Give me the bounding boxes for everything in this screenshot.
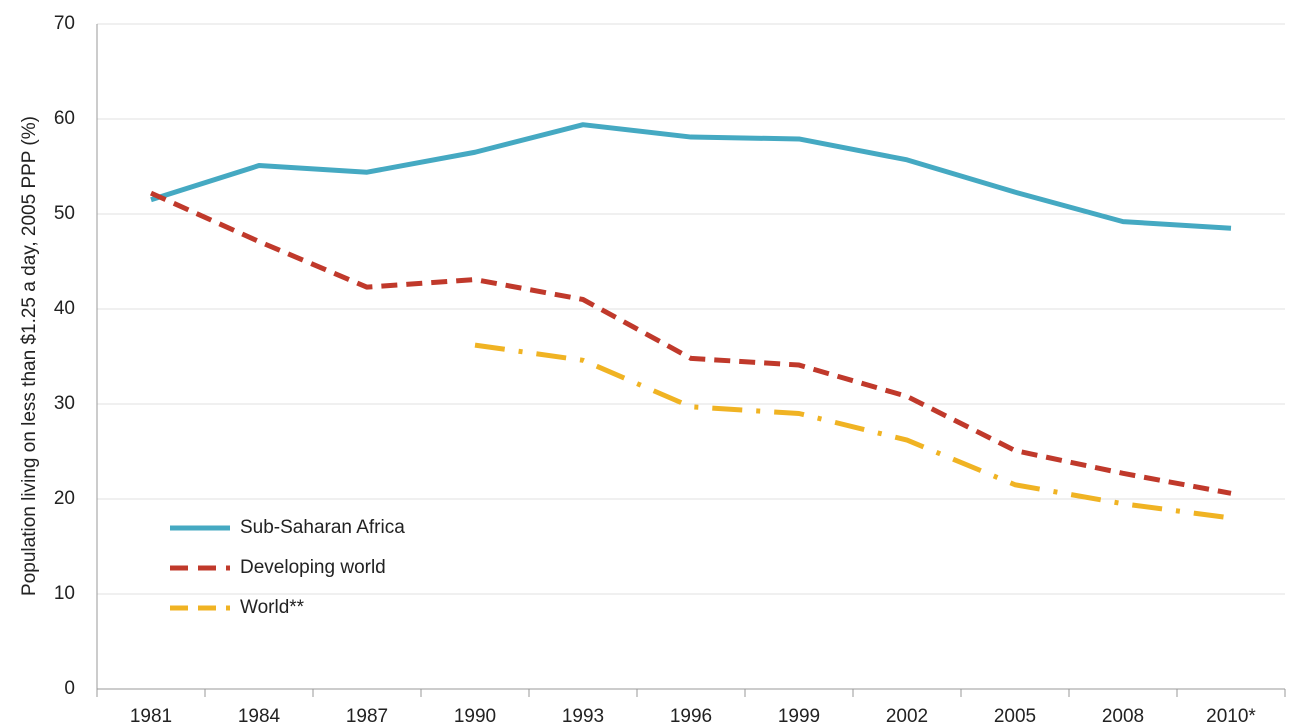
legend-label: Sub-Saharan Africa <box>240 517 405 538</box>
x-tick-label: 1993 <box>562 706 604 727</box>
y-tick-label: 30 <box>54 393 75 414</box>
y-tick-label: 50 <box>54 203 75 224</box>
series-line <box>150 122 1232 231</box>
y-tick-label: 70 <box>54 13 75 34</box>
y-tick-label: 10 <box>54 583 75 604</box>
x-tick-label: 1984 <box>238 706 281 727</box>
x-tick-label: 1987 <box>346 706 388 727</box>
x-tick-label: 2002 <box>886 706 928 727</box>
x-tick-label: 1999 <box>778 706 820 727</box>
legend-label: World** <box>240 597 305 618</box>
y-tick-label: 40 <box>54 298 75 319</box>
x-tick-label: 1996 <box>670 706 712 727</box>
x-tick-label: 2005 <box>994 706 1036 727</box>
legend-label: Developing world <box>240 557 386 578</box>
x-tick-label: 1981 <box>130 706 172 727</box>
series-line <box>149 190 1232 496</box>
x-tick-label: 2008 <box>1102 706 1144 727</box>
x-tick-label: 1990 <box>454 706 496 727</box>
y-tick-label: 60 <box>54 108 75 129</box>
y-axis-label: Population living on less than $1.25 a d… <box>19 116 40 596</box>
y-tick-label: 20 <box>54 488 75 509</box>
y-tick-label: 0 <box>64 678 75 699</box>
series-line <box>474 342 1232 521</box>
x-tick-label: 2010* <box>1206 706 1256 727</box>
